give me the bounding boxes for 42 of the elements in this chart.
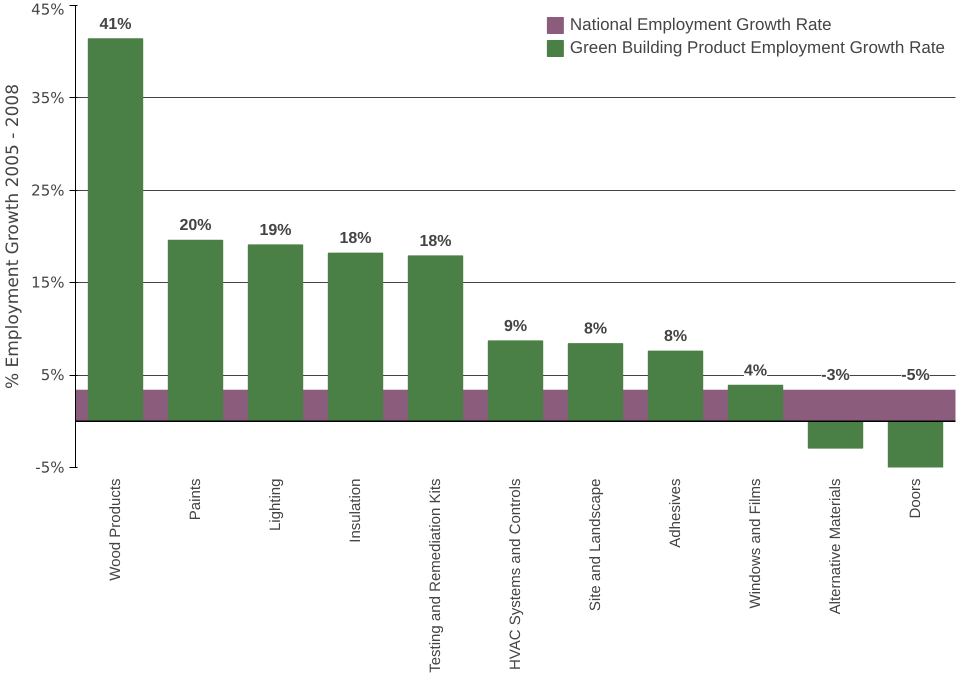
- x-tick-label: Lighting: [267, 478, 284, 532]
- bar: [808, 420, 864, 449]
- x-tick-label: Adhesives: [667, 478, 684, 548]
- bar: [248, 244, 304, 422]
- y-tick-label: 15%: [31, 274, 65, 292]
- x-tick-label: Testing and Remediation Kits: [427, 478, 444, 673]
- bar: [728, 384, 784, 422]
- x-tick-label: Site and Landscape: [587, 478, 604, 612]
- bar: [488, 340, 544, 422]
- legend-label: Green Building Product Employment Growth Rate: [570, 38, 945, 58]
- data-label: 20%: [179, 217, 212, 234]
- x-tick-label: Insulation: [347, 478, 364, 543]
- bar: [648, 350, 704, 422]
- y-tick-label: -5%: [35, 458, 65, 476]
- data-label: 18%: [339, 230, 372, 248]
- legend-label: National Employment Growth Rate: [570, 15, 832, 35]
- data-label: 18%: [419, 232, 452, 250]
- y-axis-title: % Employment Growth 2005 - 2008: [3, 84, 24, 390]
- x-tick-label: Alternative Materials: [827, 478, 844, 614]
- data-label: 8%: [584, 320, 608, 338]
- data-label: 41%: [99, 16, 132, 33]
- y-tick-label: 25%: [31, 181, 65, 200]
- x-tick-label: Windows and Films: [747, 478, 764, 609]
- data-label: -5%: [901, 366, 930, 384]
- bar: [328, 252, 384, 422]
- data-label: 4%: [744, 362, 768, 380]
- data-label: -3%: [821, 366, 850, 384]
- x-tick-label: Paints: [187, 478, 204, 520]
- x-tick-label: Doors: [907, 478, 924, 519]
- data-label: 19%: [259, 222, 292, 239]
- bar: [408, 255, 464, 422]
- bar: [568, 343, 624, 422]
- y-tick-label: 35%: [31, 88, 65, 107]
- bar: [88, 38, 144, 422]
- x-tick-label: HVAC Systems and Controls: [507, 478, 524, 670]
- bar: [168, 240, 224, 422]
- x-tick-label: Wood Products: [107, 478, 124, 581]
- data-label: 9%: [504, 318, 528, 335]
- y-tick-label: 45%: [31, 0, 65, 18]
- data-label: 8%: [664, 328, 688, 346]
- bar: [888, 420, 944, 468]
- y-tick-label: 5%: [40, 366, 64, 384]
